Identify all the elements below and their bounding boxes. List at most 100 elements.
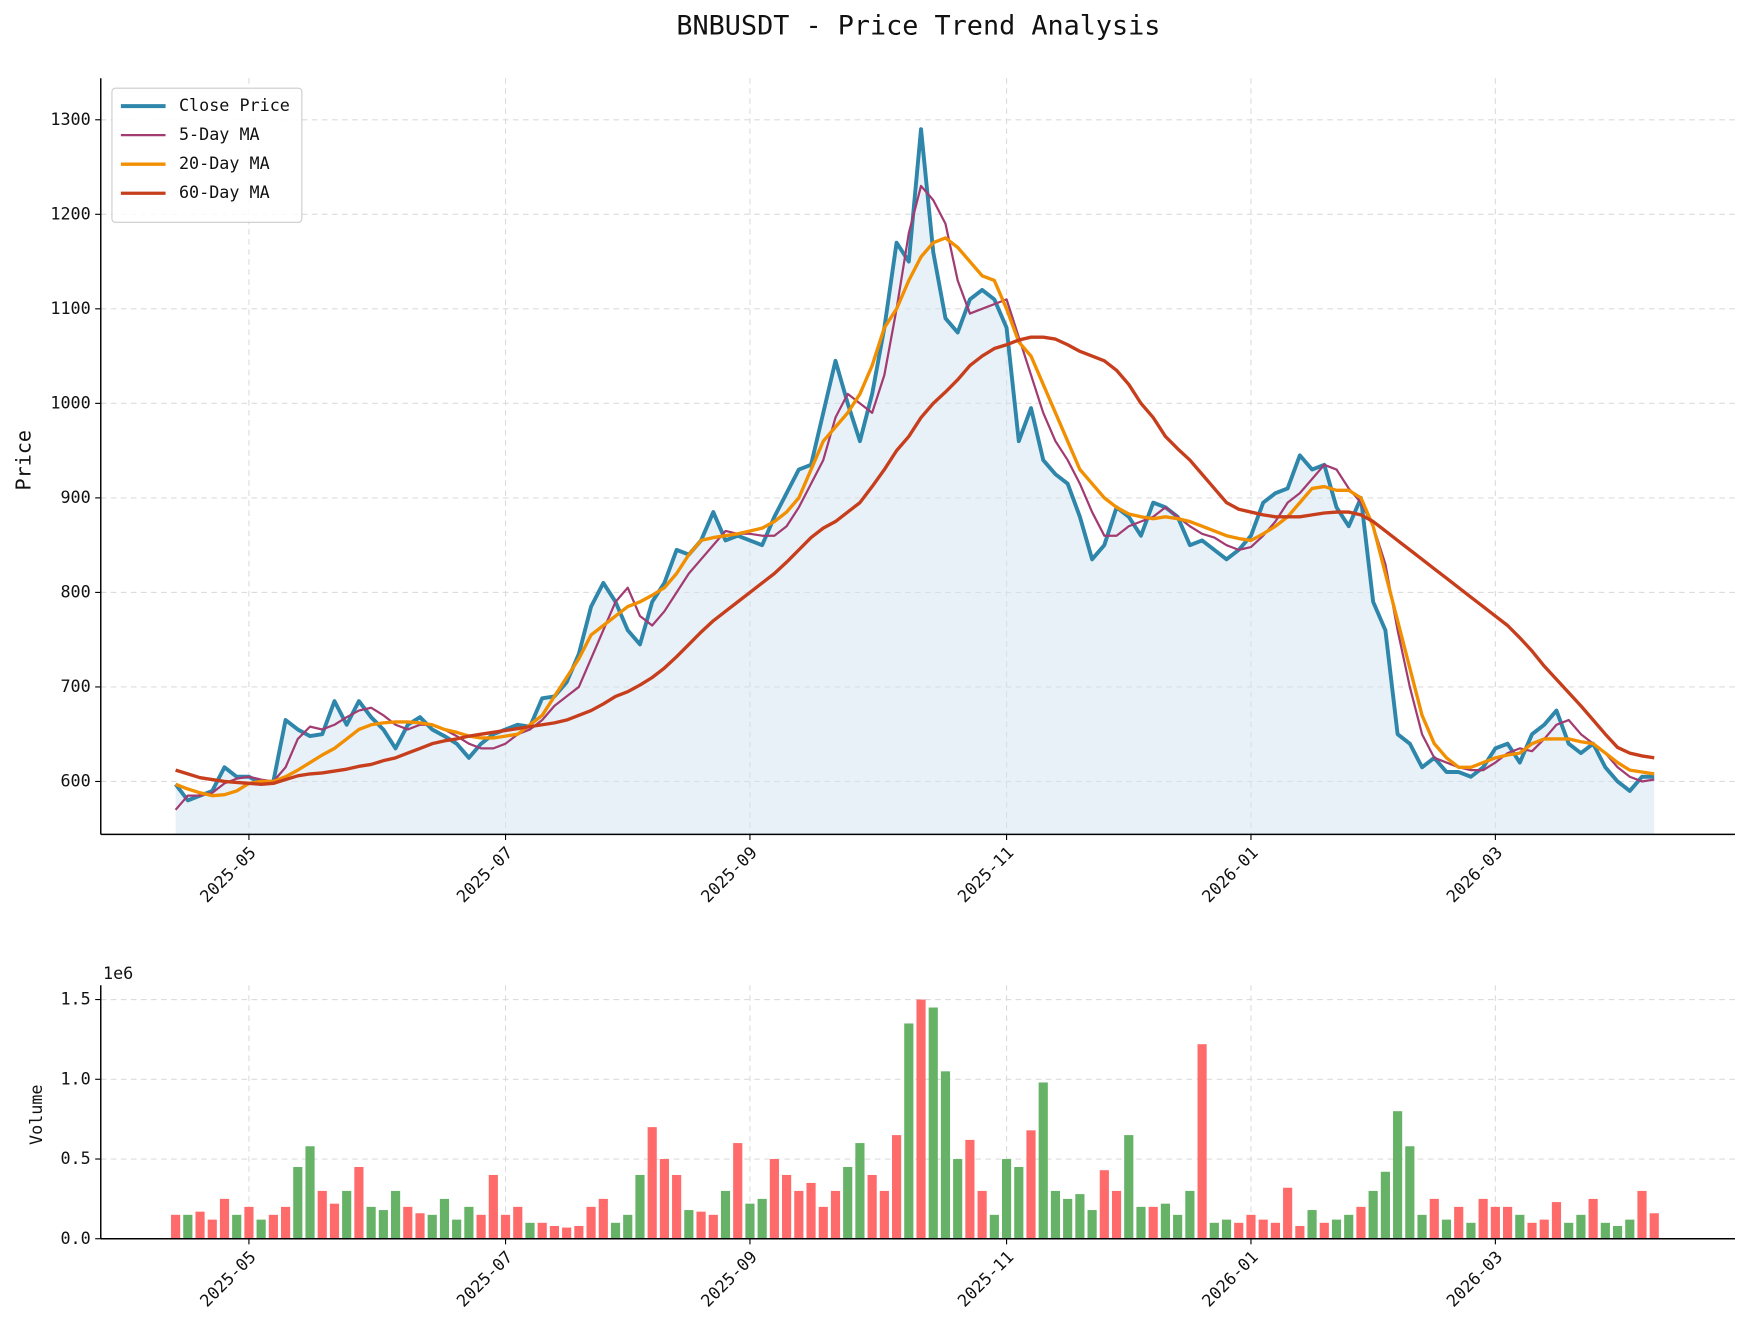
volume-bar xyxy=(1124,1135,1134,1239)
series-line xyxy=(174,127,1655,803)
volume-bar xyxy=(378,1210,388,1239)
series-line xyxy=(175,236,1655,798)
volume-bar xyxy=(1551,1202,1562,1239)
legend-label: Close Price xyxy=(179,95,290,115)
volume-bar xyxy=(916,999,926,1239)
volume-bar xyxy=(525,1222,535,1239)
volume-bar xyxy=(1063,1198,1073,1239)
volume-bar xyxy=(354,1166,364,1239)
x-tick-label: 2025-07 xyxy=(452,842,516,906)
volume-bar xyxy=(1246,1214,1256,1239)
close-area xyxy=(175,129,1655,835)
volume-bar xyxy=(1234,1222,1244,1239)
chart-title: BNBUSDT - Price Trend Analysis xyxy=(676,10,1160,41)
y-tick-label: 700 xyxy=(60,676,90,696)
volume-bar xyxy=(818,1206,828,1239)
x-tick-label: 2026-01 xyxy=(1198,1247,1262,1311)
volume-bar xyxy=(439,1198,450,1239)
volume-bar xyxy=(1515,1214,1525,1239)
volume-bar xyxy=(928,1007,938,1239)
volume-bar xyxy=(782,1174,792,1239)
volume-bar xyxy=(830,1190,841,1239)
volume-bar xyxy=(537,1222,547,1239)
volume-bar xyxy=(476,1214,486,1239)
legend-label: 60-Day MA xyxy=(179,182,270,202)
volume-bar xyxy=(513,1206,523,1239)
volume-bar xyxy=(1038,1082,1048,1239)
volume-bar xyxy=(1429,1198,1439,1239)
legend-label: 5-Day MA xyxy=(179,124,260,144)
volume-bar xyxy=(317,1190,327,1239)
volume-bar xyxy=(232,1214,242,1239)
volume-bar xyxy=(879,1190,889,1239)
volume-bar xyxy=(1173,1214,1183,1239)
y-axis-label: Price xyxy=(11,430,35,491)
volume-bar xyxy=(281,1206,291,1239)
volume-bar xyxy=(452,1219,462,1239)
x-tick-label: 2025-05 xyxy=(196,1247,260,1311)
volume-bar xyxy=(1099,1170,1109,1239)
volume-bar xyxy=(427,1214,437,1239)
volume-bar xyxy=(659,1159,669,1239)
volume-bar xyxy=(293,1166,303,1239)
volume-bar xyxy=(672,1174,682,1239)
volume-bar xyxy=(305,1146,315,1239)
volume-bar xyxy=(1050,1190,1061,1239)
volume-bar xyxy=(1344,1214,1354,1239)
volume-bar xyxy=(610,1222,621,1239)
volume-bar xyxy=(892,1135,902,1239)
volume-bar xyxy=(1405,1146,1415,1239)
volume-bar xyxy=(1600,1222,1610,1239)
y-tick-label: 900 xyxy=(60,487,90,507)
volume-bar xyxy=(1185,1190,1195,1239)
volume-bar xyxy=(794,1190,804,1239)
x-tick-label: 2025-09 xyxy=(697,842,761,906)
volume-bar xyxy=(965,1139,975,1239)
volume-bar xyxy=(977,1190,987,1239)
y-tick-label: 800 xyxy=(60,581,90,601)
volume-bar xyxy=(488,1174,498,1239)
volume-bar xyxy=(1221,1219,1232,1239)
volume-bar xyxy=(1649,1213,1659,1239)
volume-bar xyxy=(684,1210,694,1239)
volume-bar xyxy=(598,1198,608,1239)
legend-label: 20-Day MA xyxy=(179,153,270,173)
volume-bar xyxy=(562,1227,572,1239)
y-tick-label: 0.5 xyxy=(60,1148,90,1168)
volume-bar xyxy=(1380,1171,1390,1239)
volume-bar xyxy=(1490,1206,1500,1239)
volume-bar xyxy=(720,1190,731,1239)
volume-bar xyxy=(464,1206,474,1239)
volume-bar xyxy=(1014,1166,1024,1239)
y-tick-label: 1000 xyxy=(50,392,90,412)
volume-bar xyxy=(1527,1222,1537,1239)
x-tick-label: 2025-11 xyxy=(953,1247,1017,1311)
y-axis-label: Volume xyxy=(26,1085,46,1146)
volume-bar xyxy=(757,1198,767,1239)
volume-bar xyxy=(769,1159,779,1239)
x-tick-label: 2025-11 xyxy=(953,842,1017,906)
volume-bar xyxy=(1564,1222,1574,1239)
y-tick-label: 1.0 xyxy=(60,1068,90,1088)
volume-bar xyxy=(415,1213,425,1239)
volume-bar xyxy=(1026,1130,1036,1239)
volume-bar xyxy=(1539,1219,1549,1239)
volume-bar xyxy=(1307,1210,1317,1239)
volume-bar xyxy=(1001,1159,1012,1239)
volume-bar xyxy=(745,1203,755,1239)
volume-bar xyxy=(500,1214,511,1239)
volume-bar xyxy=(1111,1190,1122,1239)
y-tick-label: 600 xyxy=(60,770,90,790)
volume-bar xyxy=(1454,1206,1464,1239)
volume-bar xyxy=(403,1206,413,1239)
volume-bar xyxy=(1625,1219,1635,1239)
volume-bar xyxy=(171,1214,181,1239)
volume-bar xyxy=(1612,1225,1623,1239)
volume-bar xyxy=(183,1214,193,1239)
volume-bar xyxy=(329,1203,340,1239)
volume-bar xyxy=(195,1211,205,1239)
volume-bar xyxy=(904,1023,914,1239)
volume-bar xyxy=(219,1198,230,1239)
volume-bar xyxy=(1270,1222,1280,1239)
